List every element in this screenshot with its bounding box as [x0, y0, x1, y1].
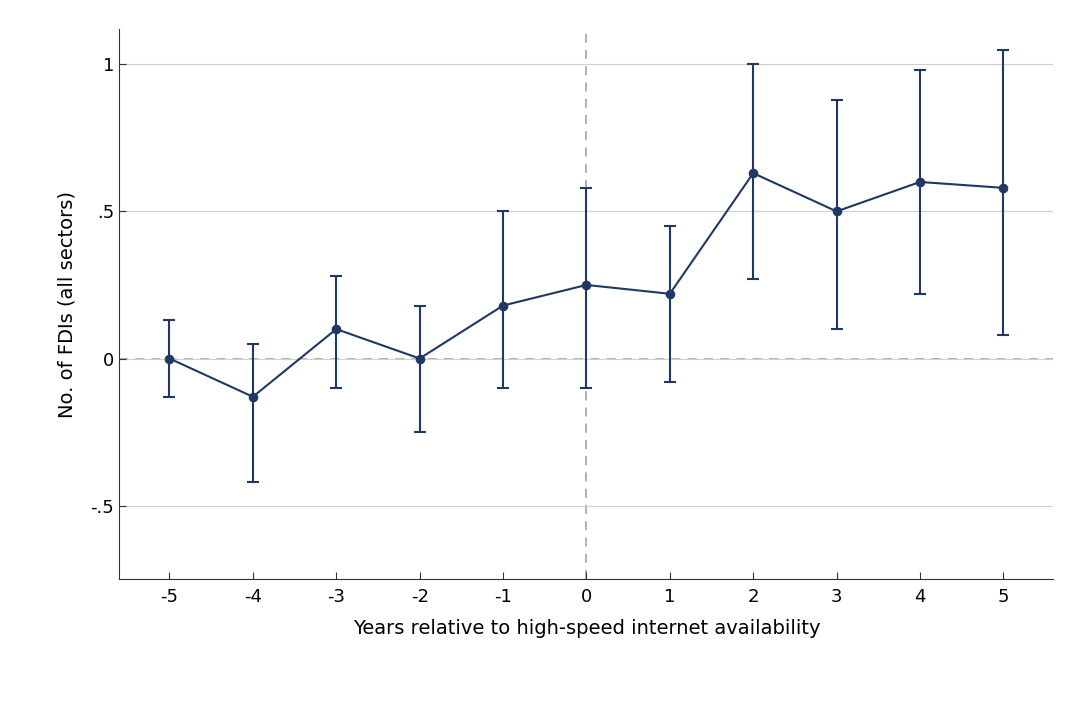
Y-axis label: No. of FDIs (all sectors): No. of FDIs (all sectors) [58, 190, 76, 418]
Point [578, 279, 595, 291]
Point [995, 182, 1012, 193]
Point [244, 391, 262, 403]
Point [328, 324, 345, 335]
Point [661, 288, 679, 300]
X-axis label: Years relative to high-speed internet availability: Years relative to high-speed internet av… [353, 620, 820, 639]
Point [911, 176, 929, 188]
Point [494, 300, 512, 311]
Point [828, 206, 845, 217]
Point [745, 167, 762, 179]
Point [161, 353, 178, 364]
Point [411, 353, 428, 364]
